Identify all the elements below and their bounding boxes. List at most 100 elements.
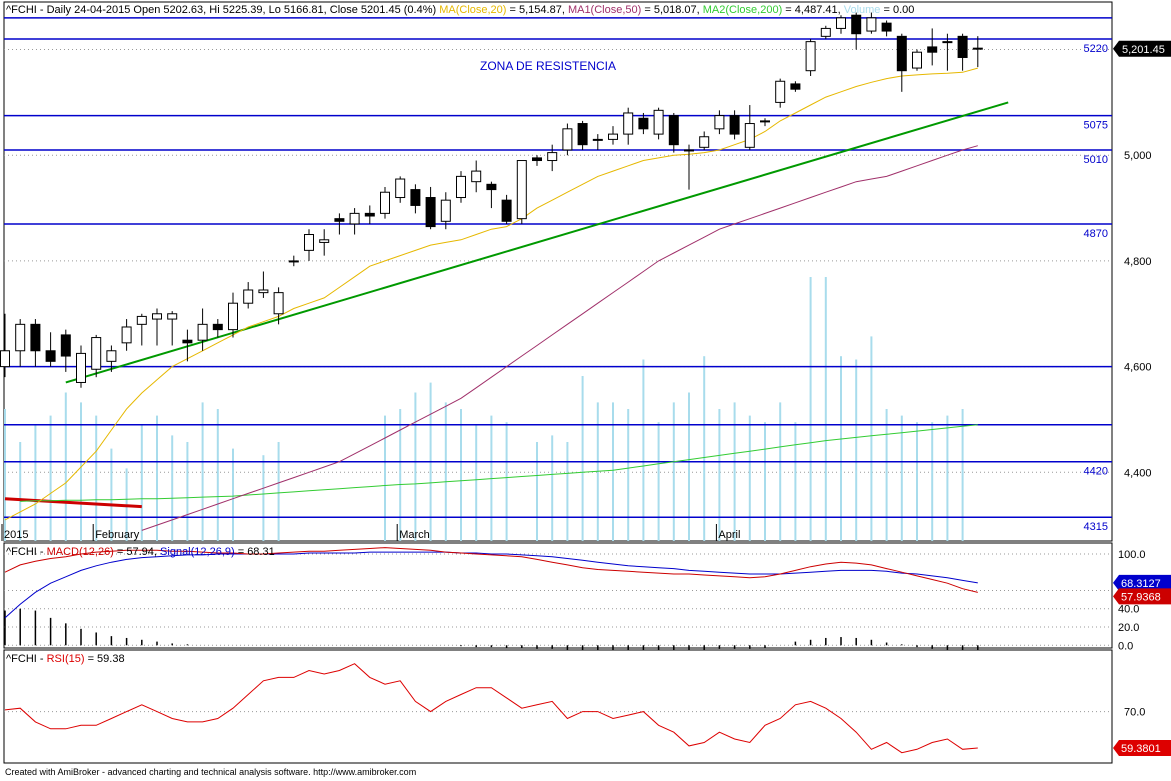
candle: [182, 329, 193, 362]
candle: [912, 49, 922, 71]
candle: [592, 134, 603, 150]
ma200-value: = 4,487.41,: [782, 4, 843, 16]
volume-bar: [414, 392, 417, 541]
candle-body: [775, 80, 786, 103]
candle-body: [547, 152, 558, 162]
price-header-info: - Daily 24-04-2015 Open 5202.63, Hi 5225…: [37, 4, 439, 16]
candle: [76, 345, 86, 388]
candle-body: [577, 123, 588, 146]
macd-histogram: [4, 608, 979, 655]
candle-body: [486, 183, 497, 191]
volume-bar: [475, 425, 478, 541]
volume-bar: [885, 409, 888, 541]
candle-body: [243, 289, 254, 304]
candle-body: [805, 41, 816, 72]
candle-body: [334, 218, 345, 222]
candle-body: [91, 337, 102, 370]
rsi-lines: [4, 663, 978, 754]
volume-bar: [399, 409, 402, 541]
volume-bar: [34, 425, 37, 541]
volume-bar: [718, 409, 721, 541]
candle-body: [790, 83, 801, 90]
volume-bar: [916, 422, 918, 541]
volume-bar: [688, 392, 690, 541]
candle-body: [912, 51, 922, 69]
price-panel: 5220 5075 5010 4870 4420 4315 4,400 4,600 4,800…: [0, 1, 1171, 542]
volume-bar: [262, 455, 265, 541]
candle-body: [760, 120, 770, 123]
candle: [744, 105, 755, 150]
candle-body: [121, 326, 132, 344]
volume-bar: [460, 409, 462, 541]
volume-bar: [156, 415, 158, 541]
candle-body: [532, 157, 542, 162]
footer-credit: Created with AmiBroker - advanced charti…: [5, 767, 417, 777]
candle: [106, 345, 117, 372]
volume-bar: [764, 422, 766, 541]
level-line-label: 4315: [1084, 521, 1108, 533]
rsi-y-tick: 70.0: [1124, 707, 1145, 719]
candle-body: [896, 35, 907, 72]
macd-panel-frame: [3, 542, 1113, 649]
candle-body: [729, 115, 740, 135]
price-y-tick: 4,600: [1124, 362, 1152, 374]
candle: [410, 184, 421, 214]
candle-body: [608, 133, 618, 140]
rsi-last-label: 59.3801: [1121, 743, 1161, 755]
candle-body: [957, 35, 968, 58]
candle: [820, 25, 831, 39]
x-tick-label: April: [718, 529, 740, 541]
candle: [638, 112, 649, 135]
volume-bar: [80, 402, 82, 541]
candle: [547, 144, 558, 172]
price-y-axis: 4,400 4,600 4,800 5,000: [1124, 150, 1152, 479]
candle: [152, 308, 162, 346]
volume-bar: [216, 409, 219, 541]
candle-body: [881, 22, 892, 32]
candle-body: [273, 292, 284, 315]
ma20-label: MA(Close,20): [439, 4, 506, 16]
candle-body: [60, 334, 71, 357]
candle: [714, 110, 725, 135]
volume-bar: [946, 415, 949, 541]
volume-bar: [505, 422, 508, 541]
candle: [258, 271, 269, 298]
level-line-label: 4870: [1084, 228, 1108, 240]
candle: [577, 120, 588, 150]
candle: [60, 329, 71, 372]
candle-body: [288, 260, 299, 263]
candle: [699, 131, 710, 150]
candle: [653, 107, 664, 140]
macd-panel: 100.060.040.020.00.0 68.3127 57.9368 ^FC…: [3, 542, 1171, 655]
volume-bar: [581, 376, 584, 541]
candle-body: [714, 115, 725, 130]
candle-body: [380, 191, 390, 214]
candle-body: [562, 128, 573, 151]
candle: [623, 107, 634, 145]
volume-label: Volume: [844, 4, 881, 16]
volume-bar: [733, 402, 736, 541]
candle: [729, 110, 740, 140]
rsi-label: RSI(15): [47, 653, 85, 665]
candle: [364, 205, 375, 224]
candle-body: [167, 313, 178, 320]
candle-body: [440, 199, 451, 222]
signal-last-label: 68.3127: [1121, 578, 1161, 590]
signal-label: Signal(12,26,9): [160, 546, 235, 558]
rsi-panel: 70.0 59.3801 ^FCHI - RSI(15) = 59.38: [3, 649, 1171, 764]
ma20-line: [4, 67, 978, 521]
candle-body: [927, 46, 938, 53]
candle: [136, 313, 147, 346]
signal-last-tag: 68.3127: [1113, 574, 1171, 591]
rsi-header: ^FCHI - RSI(15) = 59.38: [6, 653, 125, 665]
candle-body: [76, 352, 86, 383]
volume-bar: [64, 392, 67, 541]
candle-body: [228, 302, 238, 331]
rsi-value: = 59.38: [85, 653, 125, 665]
candle: [45, 332, 56, 367]
signal-line: [4, 551, 978, 619]
last-price-label: 5,201.45: [1122, 44, 1165, 56]
candle-body: [364, 212, 375, 217]
volume-bar: [551, 435, 554, 541]
volume-bar: [566, 442, 569, 541]
